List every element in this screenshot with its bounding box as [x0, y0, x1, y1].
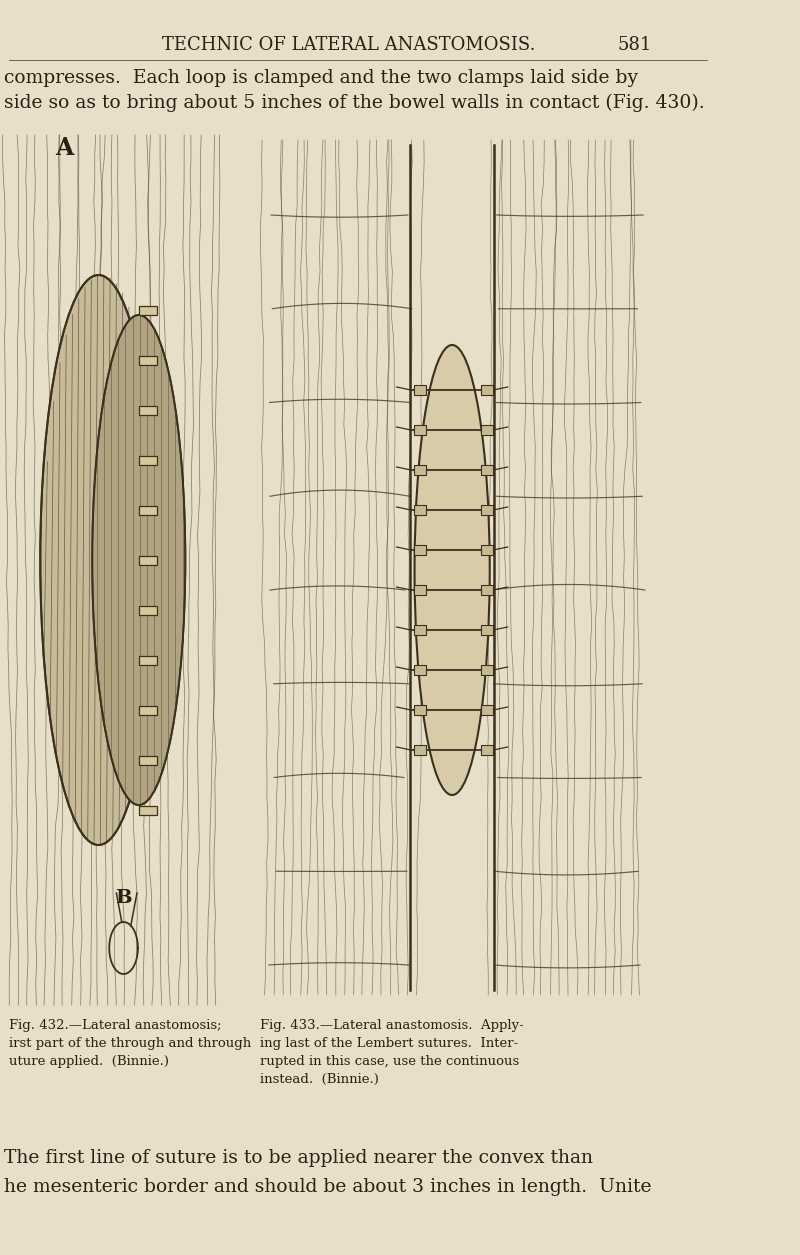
Bar — [138, 605, 157, 615]
Text: uture applied.  (Binnie.): uture applied. (Binnie.) — [9, 1054, 169, 1068]
Bar — [138, 355, 157, 364]
Bar — [481, 545, 494, 555]
Text: Fig. 432.—Lateral anastomosis;: Fig. 432.—Lateral anastomosis; — [9, 1019, 222, 1032]
Ellipse shape — [414, 345, 490, 794]
Bar — [414, 425, 426, 435]
Bar — [481, 745, 494, 756]
Ellipse shape — [92, 315, 186, 804]
Bar — [414, 385, 426, 395]
Bar — [481, 585, 494, 595]
Text: he mesenteric border and should be about 3 inches in length.  Unite: he mesenteric border and should be about… — [3, 1178, 651, 1196]
Bar — [414, 585, 426, 595]
Bar — [138, 655, 157, 664]
Bar — [481, 466, 494, 474]
Bar — [481, 705, 494, 715]
Bar — [414, 505, 426, 515]
Text: irst part of the through and through: irst part of the through and through — [9, 1037, 251, 1049]
Bar — [138, 756, 157, 764]
Bar — [138, 705, 157, 714]
Text: instead.  (Binnie.): instead. (Binnie.) — [260, 1073, 378, 1086]
Bar — [138, 506, 157, 515]
Text: Fig. 433.—Lateral anastomosis.  Apply-: Fig. 433.—Lateral anastomosis. Apply- — [260, 1019, 523, 1032]
Text: The first line of suture is to be applied nearer the convex than: The first line of suture is to be applie… — [3, 1150, 593, 1167]
Text: TECHNIC OF LATERAL ANASTOMOSIS.: TECHNIC OF LATERAL ANASTOMOSIS. — [162, 36, 536, 54]
Ellipse shape — [40, 275, 157, 845]
Bar — [481, 385, 494, 395]
Text: rupted in this case, use the continuous: rupted in this case, use the continuous — [260, 1054, 519, 1068]
Bar — [481, 665, 494, 675]
Bar — [481, 425, 494, 435]
Text: 581: 581 — [618, 36, 652, 54]
Bar — [138, 806, 157, 814]
Bar — [481, 625, 494, 635]
Text: side so as to bring about 5 inches of the bowel walls in contact (Fig. 430).: side so as to bring about 5 inches of th… — [3, 94, 704, 112]
Bar — [414, 466, 426, 474]
Text: B: B — [115, 889, 132, 907]
Bar — [481, 505, 494, 515]
Bar — [138, 456, 157, 464]
Bar — [414, 545, 426, 555]
Bar — [414, 625, 426, 635]
Text: A: A — [55, 136, 74, 159]
Text: compresses.  Each loop is clamped and the two clamps laid side by: compresses. Each loop is clamped and the… — [3, 69, 638, 87]
Text: ing last of the Lembert sutures.  Inter-: ing last of the Lembert sutures. Inter- — [260, 1037, 518, 1049]
Bar — [138, 405, 157, 414]
Bar — [414, 665, 426, 675]
Bar — [138, 305, 157, 315]
Bar — [414, 745, 426, 756]
Bar — [138, 556, 157, 565]
Bar — [414, 705, 426, 715]
